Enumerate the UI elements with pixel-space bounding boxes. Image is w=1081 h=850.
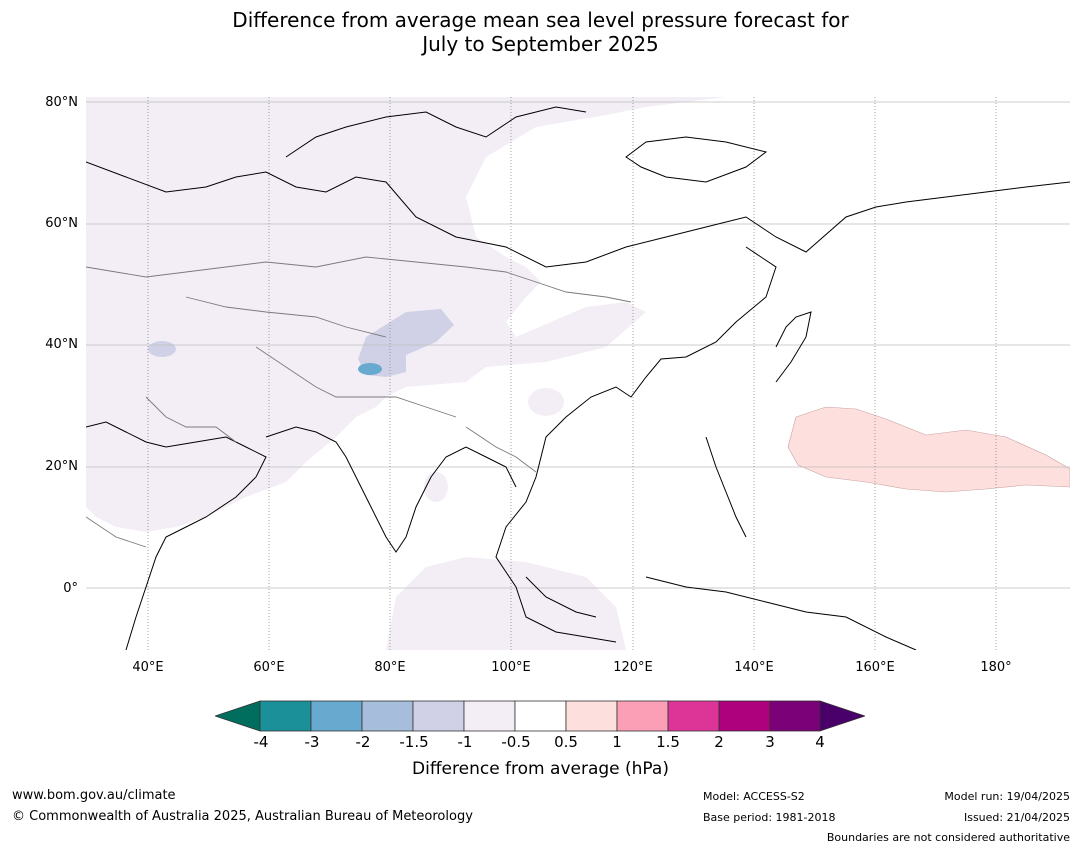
stronger-negative-region xyxy=(358,309,454,377)
colorbar-swatch xyxy=(361,700,414,732)
colorbar-swatch xyxy=(463,700,516,732)
lon-label-160e: 160°E xyxy=(855,660,895,675)
lon-label-80e: 80°E xyxy=(374,660,406,675)
base-period-text: Base period: 1981-2018 xyxy=(703,811,836,824)
copyright-text: © Commonwealth of Australia 2025, Austra… xyxy=(12,809,473,824)
colorbar-swatch xyxy=(310,700,363,732)
model-text: Model: ACCESS-S2 xyxy=(703,790,805,803)
coastlines xyxy=(86,106,1070,650)
colorbar-swatch xyxy=(667,700,720,732)
colorbar-tick: 3 xyxy=(765,733,775,751)
colorbar-tick: 4 xyxy=(815,733,825,751)
colorbar-swatch xyxy=(616,700,669,732)
negative-anomaly-spot xyxy=(528,388,564,416)
colorbar-swatch xyxy=(718,700,771,732)
lon-label-100e: 100°E xyxy=(491,660,531,675)
positive-anomaly-region xyxy=(787,406,1070,493)
colorbar-max-arrow xyxy=(819,700,865,732)
latitude-gridlines xyxy=(86,101,1070,589)
colorbar-tick: 1 xyxy=(612,733,622,751)
strong-negative-spot xyxy=(358,363,382,375)
colorbar-swatch xyxy=(565,700,618,732)
lat-label-20n: 20°N xyxy=(45,459,78,474)
colorbar-tick: -3 xyxy=(304,733,320,751)
lat-label-40n: 40°N xyxy=(45,337,78,352)
colorbar-tick: -1.5 xyxy=(399,733,429,751)
lon-label-60e: 60°E xyxy=(253,660,285,675)
colorbar-label: Difference from average (hPa) xyxy=(412,759,669,779)
negative-anomaly-spot xyxy=(424,472,448,502)
colorbar-swatch xyxy=(514,700,567,732)
map-svg xyxy=(86,97,1070,650)
longitude-gridlines xyxy=(147,97,997,650)
model-run-text: Model run: 19/04/2025 xyxy=(944,790,1070,803)
lon-label-40e: 40°E xyxy=(132,660,164,675)
colorbar-swatch xyxy=(769,700,821,732)
colorbar-min-arrow xyxy=(215,700,261,732)
negative-anomaly-indian-ocean xyxy=(386,557,626,650)
stronger-negative-spot xyxy=(148,341,176,357)
website-link[interactable]: www.bom.gov.au/climate xyxy=(12,788,176,803)
colorbar-tick: 2 xyxy=(714,733,724,751)
colorbar xyxy=(215,700,865,732)
country-borders xyxy=(86,256,632,548)
lat-label-80n: 80°N xyxy=(45,95,78,110)
map-area[interactable] xyxy=(86,97,1070,650)
colorbar-tick: 1.5 xyxy=(656,733,680,751)
colorbar-swatch xyxy=(259,700,312,732)
issued-text: Issued: 21/04/2025 xyxy=(963,811,1070,824)
lon-label-140e: 140°E xyxy=(734,660,774,675)
lon-label-180: 180° xyxy=(980,660,1012,675)
lat-label-60n: 60°N xyxy=(45,216,78,231)
colorbar-tick: -0.5 xyxy=(501,733,531,751)
colorbar-tick: -1 xyxy=(457,733,473,751)
colorbar-tick: -2 xyxy=(355,733,371,751)
colorbar-tick: -4 xyxy=(253,733,269,751)
disclaimer-text: Boundaries are not considered authoritat… xyxy=(826,831,1070,844)
map-title: Difference from average mean sea level p… xyxy=(0,8,1081,56)
colorbar-tick: 0.5 xyxy=(554,733,578,751)
lat-label-0: 0° xyxy=(63,581,78,596)
colorbar-swatch xyxy=(412,700,465,732)
title-line-2: July to September 2025 xyxy=(422,32,659,56)
title-line-1: Difference from average mean sea level p… xyxy=(232,8,849,32)
lon-label-120e: 120°E xyxy=(613,660,653,675)
